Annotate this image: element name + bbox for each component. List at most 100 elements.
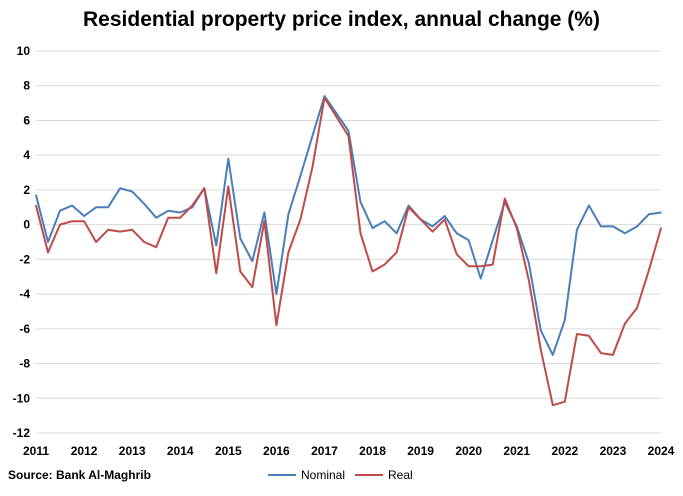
y-tick-label: -10 — [13, 391, 31, 405]
data-point-nominal — [263, 211, 266, 214]
data-point-real — [191, 204, 194, 207]
data-point-nominal — [215, 244, 218, 247]
legend-label-real: Real — [388, 468, 413, 482]
x-tick-label: 2011 — [23, 444, 49, 458]
data-point-nominal — [455, 232, 458, 235]
data-point-real — [576, 333, 578, 335]
data-point-real — [179, 216, 182, 219]
y-tick-label: 4 — [23, 148, 30, 162]
y-tick-label: -2 — [19, 252, 30, 266]
data-point-real — [239, 270, 242, 273]
data-point-real — [540, 348, 542, 351]
data-point-real — [119, 230, 121, 233]
data-point-real — [648, 268, 650, 271]
data-point-nominal — [131, 190, 133, 193]
data-point-nominal — [564, 319, 566, 321]
data-point-nominal — [540, 329, 542, 332]
data-point-real — [564, 400, 566, 403]
data-point-nominal — [431, 225, 434, 228]
data-point-nominal — [383, 220, 386, 222]
y-tick-label: -4 — [19, 287, 30, 301]
data-point-real — [131, 229, 133, 231]
data-point-real — [359, 232, 362, 235]
y-tick-label: 8 — [23, 79, 30, 93]
data-point-nominal — [552, 354, 554, 356]
data-point-real — [95, 241, 97, 243]
legend-swatch-real — [355, 474, 383, 476]
x-tick-label: 2014 — [167, 444, 194, 458]
data-point-real — [588, 334, 590, 337]
data-point-nominal — [407, 204, 410, 207]
data-point-nominal — [467, 239, 470, 242]
chart-title: Residential property price index, annual… — [83, 8, 600, 31]
data-point-nominal — [59, 209, 61, 212]
data-point-real — [275, 324, 278, 327]
x-tick-label: 2015 — [215, 444, 242, 458]
legend-item-real: Real — [355, 468, 413, 482]
data-point-real — [371, 270, 374, 273]
data-point-nominal — [600, 225, 602, 228]
data-point-real — [600, 352, 602, 354]
x-tick-label: 2020 — [455, 444, 482, 458]
data-point-real — [515, 227, 518, 229]
data-point-nominal — [612, 225, 614, 228]
data-point-nominal — [299, 175, 302, 177]
data-point-real — [624, 322, 626, 325]
data-point-real — [287, 251, 290, 254]
data-point-nominal — [624, 232, 626, 235]
data-point-nominal — [251, 260, 254, 262]
data-point-nominal — [47, 241, 49, 243]
data-point-real — [491, 263, 494, 266]
data-point-real — [527, 279, 530, 282]
data-point-real — [323, 97, 326, 99]
data-point-real — [299, 218, 302, 221]
data-point-nominal — [83, 215, 85, 217]
data-point-real — [251, 286, 254, 288]
data-point-real — [612, 354, 614, 356]
y-tick-label: 0 — [23, 218, 30, 232]
x-tick-label: 2021 — [503, 444, 530, 458]
data-point-nominal — [35, 194, 37, 196]
data-point-nominal — [491, 239, 494, 242]
data-point-nominal — [143, 203, 145, 205]
data-point-real — [143, 241, 145, 243]
data-point-nominal — [443, 215, 446, 217]
data-point-real — [660, 227, 662, 229]
data-point-real — [155, 246, 157, 249]
data-point-nominal — [636, 225, 638, 228]
data-point-real — [407, 206, 410, 209]
data-point-nominal — [275, 293, 278, 295]
data-point-real — [335, 116, 338, 118]
data-point-nominal — [660, 211, 662, 214]
x-tick-label: 2024 — [648, 444, 675, 458]
data-point-nominal — [227, 157, 230, 160]
series-line-real — [35, 96, 662, 407]
data-point-real — [47, 251, 49, 254]
data-point-nominal — [71, 204, 73, 207]
legend-swatch-nominal — [268, 474, 296, 476]
data-point-nominal — [347, 130, 350, 132]
x-tick-label: 2016 — [263, 444, 290, 458]
source-note: Source: Bank Al-Maghrib — [8, 468, 151, 482]
data-point-nominal — [179, 211, 182, 214]
data-point-real — [203, 187, 206, 189]
y-tick-label: 10 — [17, 44, 31, 58]
y-tick-label: -6 — [19, 322, 30, 336]
y-tick-label: -8 — [19, 357, 30, 371]
data-point-real — [59, 223, 61, 226]
data-point-real — [383, 263, 386, 266]
data-point-real — [636, 307, 638, 309]
x-tick-label: 2019 — [407, 444, 434, 458]
data-point-real — [395, 251, 398, 254]
y-tick-label: 6 — [23, 113, 30, 127]
legend-label-nominal: Nominal — [301, 468, 346, 482]
data-point-real — [467, 265, 470, 268]
data-point-real — [479, 265, 482, 268]
data-point-nominal — [311, 135, 314, 137]
data-point-real — [71, 220, 73, 222]
legend-item-nominal: Nominal — [268, 468, 345, 482]
x-tick-label: 2012 — [71, 444, 98, 458]
data-point-nominal — [167, 209, 170, 212]
x-tick-label: 2013 — [119, 444, 146, 458]
